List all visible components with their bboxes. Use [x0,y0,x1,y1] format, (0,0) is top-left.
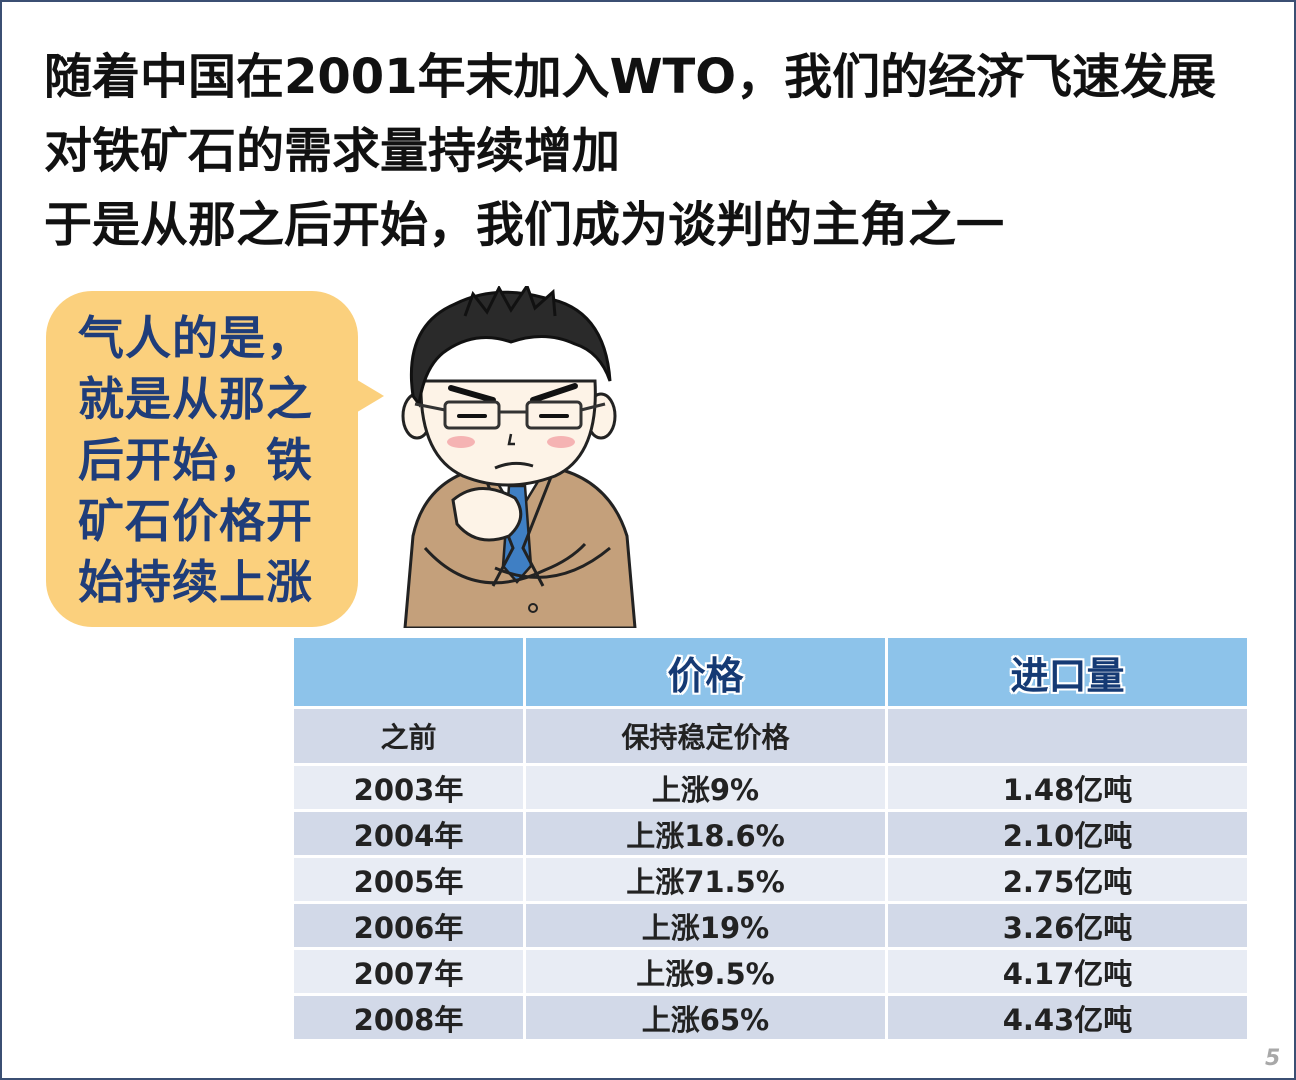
table-row: 2003年 上涨9% 1.48亿吨 [291,763,1250,812]
cell-period: 2004年 [291,809,526,858]
table-row: 之前 保持稳定价格 [291,706,1250,766]
cell-import: 1.48亿吨 [885,763,1250,812]
cartoon-man-icon [401,286,637,628]
cell-period: 2008年 [291,993,526,1042]
cell-period: 2005年 [291,855,526,904]
header-import: 进口量 [885,635,1250,709]
cell-price: 保持稳定价格 [523,706,888,766]
cell-import: 4.17亿吨 [885,947,1250,996]
cell-period: 2006年 [291,901,526,950]
table-row: 2008年 上涨65% 4.43亿吨 [291,993,1250,1042]
bubble-text-line: 始持续上涨 [78,555,313,609]
table-row: 2006年 上涨19% 3.26亿吨 [291,901,1250,950]
cell-import: 4.43亿吨 [885,993,1250,1042]
cell-price: 上涨65% [523,993,888,1042]
iron-ore-table: 价格 进口量 之前 保持稳定价格 2003年 上涨9% 1.48亿吨 2004年… [291,635,1250,1042]
table-row: 2007年 上涨9.5% 4.17亿吨 [291,947,1250,996]
table-header-row: 价格 进口量 [291,635,1250,709]
bubble-text-line: 就是从那之 [78,372,313,426]
bubble-text-line: 气人的是， [78,311,313,365]
headline-line-3: 于是从那之后开始，我们成为谈判的主角之一 [44,197,1005,253]
header-price: 价格 [523,635,888,709]
cell-import: 3.26亿吨 [885,901,1250,950]
headline-line-1: 随着中国在2001年末加入WTO，我们的经济飞速发展 [44,49,1217,105]
cell-import: 2.75亿吨 [885,855,1250,904]
bubble-text-line: 后开始，铁 [78,433,313,487]
cell-price: 上涨18.6% [523,809,888,858]
page-number: 5 [1265,1046,1281,1071]
cell-price: 上涨9.5% [523,947,888,996]
cell-import: 2.10亿吨 [885,809,1250,858]
speech-bubble-tail [354,378,384,414]
bubble-text-line: 矿石价格开 [78,494,313,548]
cell-period: 2007年 [291,947,526,996]
speech-bubble: 气人的是， 就是从那之 后开始，铁 矿石价格开 始持续上涨 [46,291,358,627]
cell-import [885,706,1250,766]
cell-price: 上涨9% [523,763,888,812]
table-row: 2004年 上涨18.6% 2.10亿吨 [291,809,1250,858]
cell-period: 之前 [291,706,526,766]
table-row: 2005年 上涨71.5% 2.75亿吨 [291,855,1250,904]
cell-price: 上涨71.5% [523,855,888,904]
headline-line-2: 对铁矿石的需求量持续增加 [44,123,621,179]
header-period [291,635,526,709]
cell-price: 上涨19% [523,901,888,950]
cell-period: 2003年 [291,763,526,812]
